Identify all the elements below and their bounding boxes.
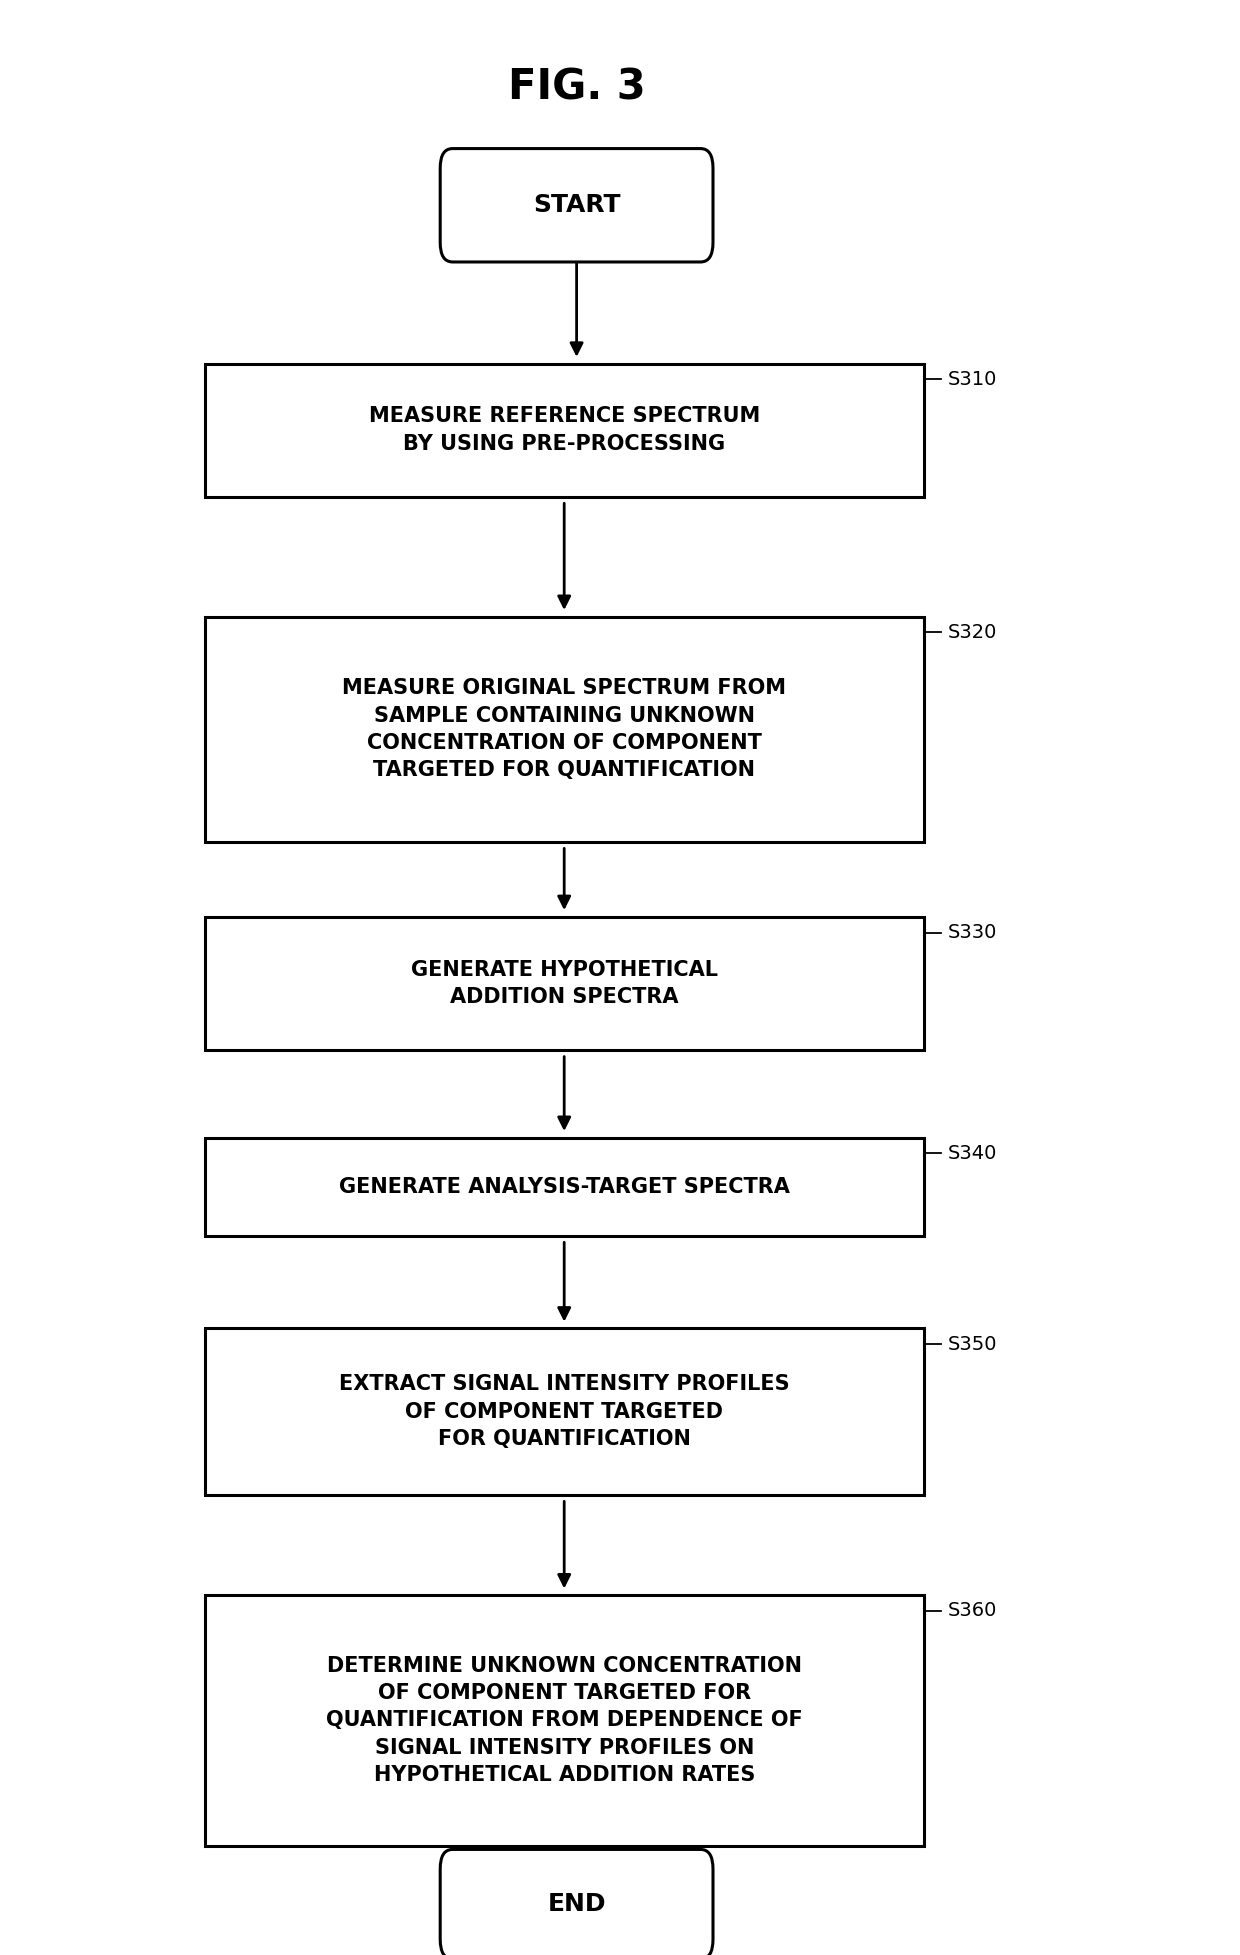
Text: GENERATE ANALYSIS-TARGET SPECTRA: GENERATE ANALYSIS-TARGET SPECTRA	[339, 1177, 790, 1196]
Text: GENERATE HYPOTHETICAL
ADDITION SPECTRA: GENERATE HYPOTHETICAL ADDITION SPECTRA	[410, 960, 718, 1007]
Text: S310: S310	[947, 369, 997, 389]
Text: MEASURE REFERENCE SPECTRUM
BY USING PRE-PROCESSING: MEASURE REFERENCE SPECTRUM BY USING PRE-…	[368, 407, 760, 454]
Text: DETERMINE UNKNOWN CONCENTRATION
OF COMPONENT TARGETED FOR
QUANTIFICATION FROM DE: DETERMINE UNKNOWN CONCENTRATION OF COMPO…	[326, 1656, 802, 1785]
FancyBboxPatch shape	[440, 149, 713, 262]
Text: MEASURE ORIGINAL SPECTRUM FROM
SAMPLE CONTAINING UNKNOWN
CONCENTRATION OF COMPON: MEASURE ORIGINAL SPECTRUM FROM SAMPLE CO…	[342, 678, 786, 780]
Text: S330: S330	[947, 923, 997, 942]
Text: S320: S320	[947, 624, 997, 641]
FancyBboxPatch shape	[440, 1849, 713, 1955]
Bar	[205, 1595, 924, 1846]
Bar	[205, 618, 924, 843]
Bar	[205, 1138, 924, 1236]
Text: S360: S360	[947, 1601, 997, 1621]
Text: EXTRACT SIGNAL INTENSITY PROFILES
OF COMPONENT TARGETED
FOR QUANTIFICATION: EXTRACT SIGNAL INTENSITY PROFILES OF COM…	[339, 1374, 790, 1449]
Text: FIG. 3: FIG. 3	[507, 66, 646, 109]
Bar	[205, 364, 924, 497]
Text: S350: S350	[947, 1335, 997, 1353]
Bar	[205, 1329, 924, 1494]
Text: END: END	[547, 1892, 606, 1916]
Text: START: START	[533, 194, 620, 217]
Bar	[205, 917, 924, 1050]
Text: S340: S340	[947, 1144, 997, 1163]
